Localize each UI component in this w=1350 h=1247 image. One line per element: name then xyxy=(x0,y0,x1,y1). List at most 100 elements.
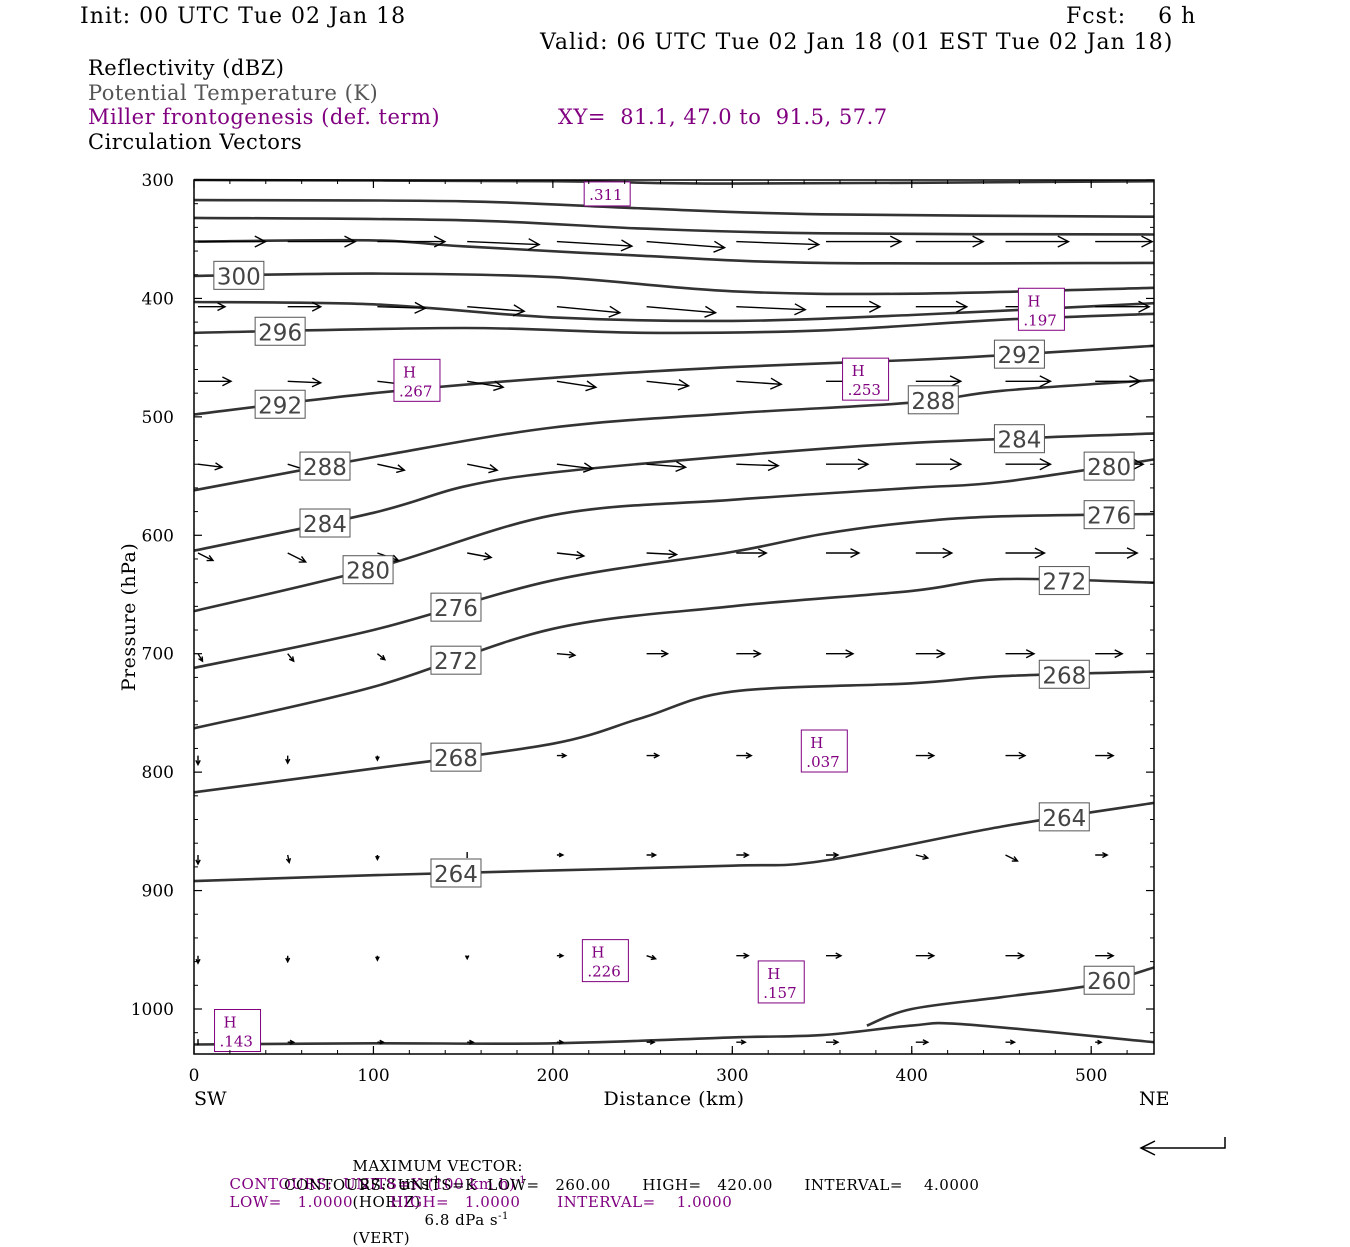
frontogenesis-max-label: H.197 xyxy=(1017,287,1065,331)
circulation-vector xyxy=(375,855,380,862)
circulation-vector xyxy=(1005,1039,1017,1045)
svg-text:H: H xyxy=(224,1013,237,1031)
contours-theta-line: CONTOURS: UNITS=K LOW= 260.00 HIGH= 420.… xyxy=(284,1176,980,1194)
forecast-hour: Fcst: 6 h xyxy=(1066,4,1197,29)
circulation-vector xyxy=(1095,375,1142,388)
circulation-vector xyxy=(915,300,969,313)
circulation-vector xyxy=(464,955,470,961)
contour-label: 280 xyxy=(342,555,394,585)
vert-suffix: (VERT) xyxy=(352,1229,411,1247)
theta-contour xyxy=(193,801,1155,883)
circulation-vector xyxy=(646,1039,656,1045)
units-exponent: -1 xyxy=(515,1175,527,1186)
circulation-vector xyxy=(556,239,634,252)
contour-label: 272 xyxy=(1038,566,1090,596)
horiz-exponent: -1 xyxy=(429,1175,441,1186)
circulation-vector xyxy=(646,240,727,253)
svg-text:272: 272 xyxy=(1042,570,1086,596)
circulation-vector xyxy=(736,377,783,390)
svg-text:284: 284 xyxy=(303,512,347,538)
svg-text:288: 288 xyxy=(303,455,347,481)
contours-frontogenesis-units: CONTOURS: UNITS=K (100 km h) xyxy=(229,1175,516,1193)
x-axis-left-label: SW xyxy=(194,1088,227,1110)
circulation-vector xyxy=(1095,751,1115,760)
circulation-vector xyxy=(377,301,427,314)
circulation-vector xyxy=(646,852,658,858)
contour-label: 288 xyxy=(299,451,351,481)
circulation-vector xyxy=(736,1039,747,1045)
svg-text:H: H xyxy=(591,944,604,962)
circulation-vector xyxy=(556,380,598,392)
vert-exponent: -1 xyxy=(498,1211,509,1222)
svg-text:272: 272 xyxy=(434,649,478,675)
axes: 0 100 200 300 400 500 300 400 500 600 700 800 900 100… xyxy=(131,171,1154,1086)
reference-vector-icon xyxy=(1139,1137,1226,1156)
circulation-vector xyxy=(826,458,870,471)
theta-contour xyxy=(193,238,1155,265)
circulation-vector xyxy=(736,303,807,316)
y-tick-label: 700 xyxy=(142,645,174,665)
contour-label: 264 xyxy=(430,858,482,888)
contour-label: 268 xyxy=(430,742,482,772)
circulation-vector xyxy=(915,1039,930,1046)
svg-text:300: 300 xyxy=(217,264,261,290)
svg-text:296: 296 xyxy=(258,320,302,346)
circulation-vector xyxy=(1095,547,1139,559)
circulation-vector xyxy=(197,462,224,471)
svg-text:.267: .267 xyxy=(399,382,432,400)
circulation-vector xyxy=(736,851,750,859)
x-tick-label: 0 xyxy=(189,1066,200,1086)
circulation-vector xyxy=(1005,375,1053,388)
x-tick-label: 300 xyxy=(716,1066,748,1086)
circulation-vector xyxy=(467,380,505,392)
circulation-vector xyxy=(1005,952,1026,960)
contour-label: 300 xyxy=(213,260,265,290)
y-tick-label: 900 xyxy=(142,882,174,902)
theta-contour xyxy=(193,198,1155,218)
contour-label: 276 xyxy=(430,592,482,622)
circulation-vector xyxy=(285,955,291,964)
circulation-vector xyxy=(375,755,380,762)
y-tick-label: 400 xyxy=(142,289,174,309)
circulation-vector xyxy=(646,752,661,759)
circulation-vector xyxy=(1095,300,1151,313)
circulation-vector xyxy=(556,550,586,560)
legend-circulation-vectors: Circulation Vectors xyxy=(88,130,303,154)
circulation-vector xyxy=(915,649,946,659)
cross-section-plot: 300 296 292 292 288 288 284 284 280 280 276 276 272 2… xyxy=(118,171,1226,1156)
circulation-vector xyxy=(198,376,233,387)
frontogenesis-max-label: H.253 xyxy=(842,357,890,401)
svg-text:H: H xyxy=(767,965,780,983)
frontogenesis-max-label: H.143 xyxy=(214,1008,262,1052)
contour-label: 268 xyxy=(1038,659,1090,689)
frontogenesis-max-label: H.157 xyxy=(757,960,805,1004)
circulation-vector xyxy=(826,952,843,960)
circulation-vector xyxy=(736,649,762,658)
contours-frontogenesis-range: LOW= 1.0000 HIGH= 1.0000 INTERVAL= 1.000… xyxy=(229,1193,733,1211)
contour-labels: 300 296 292 292 288 288 284 284 280 280 276 276 272 2… xyxy=(213,260,1135,995)
legend-reflectivity: Reflectivity (dBZ) xyxy=(88,56,285,80)
theta-contour xyxy=(193,670,1155,794)
contours-frontogenesis-line: CONTOURS: UNITS=K (100 km h)-1 LOW= 1.00… xyxy=(219,1157,732,1211)
circulation-vector xyxy=(646,461,688,473)
y-axis-label: Pressure (hPa) xyxy=(118,543,140,692)
circulation-vector xyxy=(736,238,821,251)
svg-text:268: 268 xyxy=(434,746,478,772)
x-axis-label: Distance (km) xyxy=(603,1088,744,1110)
svg-text:264: 264 xyxy=(1042,806,1086,832)
legend-potential-temperature: Potential Temperature (K) xyxy=(88,81,379,105)
svg-text:268: 268 xyxy=(1042,663,1086,689)
contour-label: 292 xyxy=(254,389,306,419)
circulation-vector xyxy=(915,547,954,559)
frontogenesis-max-label: H.037 xyxy=(800,729,848,773)
circulation-vector xyxy=(287,301,323,312)
circulation-vector xyxy=(646,305,718,318)
circulation-vector xyxy=(826,649,855,659)
y-tick-label: 500 xyxy=(142,408,174,428)
x-tick-label: 400 xyxy=(896,1066,928,1086)
contour-label: 292 xyxy=(993,339,1045,369)
svg-text:H: H xyxy=(852,362,865,380)
theta-contour xyxy=(193,432,1155,552)
x-tick-label: 200 xyxy=(537,1066,569,1086)
